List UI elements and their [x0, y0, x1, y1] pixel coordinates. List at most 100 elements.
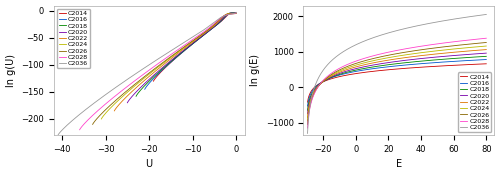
Line: C2024: C2024	[102, 13, 236, 119]
C2018	[215, 23, 221, 25]
C2026	[158, 62, 164, 65]
C2020	[411, 58, 417, 60]
C2024	[162, 61, 168, 63]
C2018	[192, 40, 198, 42]
C2014	[190, 42, 196, 44]
C2020	[124, 102, 130, 104]
C2020	[176, 53, 182, 55]
C2026	[390, 53, 396, 55]
C2016	[451, 60, 457, 62]
Line: C2014: C2014	[154, 12, 236, 81]
C2028	[151, 66, 157, 68]
C2016	[390, 65, 396, 67]
C2036	[233, 12, 239, 14]
C2022	[169, 57, 175, 59]
C2014	[451, 64, 457, 66]
C2018	[181, 49, 187, 51]
C2022	[211, 25, 217, 27]
Y-axis label: ln g(E): ln g(E)	[250, 54, 260, 86]
C2014	[195, 38, 201, 41]
C2016	[484, 58, 490, 61]
C2018	[180, 50, 186, 52]
C2028	[484, 37, 490, 39]
C2036	[390, 31, 396, 33]
C2016	[216, 22, 222, 24]
C2022	[484, 48, 490, 51]
C2028	[390, 50, 396, 52]
C2024	[98, 118, 104, 120]
C2020	[228, 12, 234, 14]
Line: C2020: C2020	[128, 13, 236, 103]
C2022	[479, 49, 485, 51]
C2036	[401, 28, 407, 30]
Line: C2016: C2016	[308, 60, 486, 106]
C2018	[304, 109, 310, 111]
C2016	[479, 59, 485, 61]
C2026	[90, 123, 96, 125]
Line: C2018: C2018	[136, 13, 236, 96]
C2020	[304, 113, 310, 115]
C2018	[401, 62, 407, 64]
C2022	[170, 56, 176, 58]
C2036	[411, 26, 417, 28]
Line: C2036: C2036	[58, 13, 236, 135]
C2018	[479, 55, 485, 58]
Line: C2016: C2016	[144, 13, 236, 89]
C2020	[183, 47, 189, 49]
C2016	[390, 65, 396, 67]
C2020	[233, 12, 239, 14]
C2014	[190, 43, 196, 45]
C2036	[451, 18, 457, 20]
Line: C2026: C2026	[92, 13, 236, 124]
C2020	[214, 24, 220, 26]
C2018	[484, 55, 490, 57]
Line: C2028: C2028	[308, 38, 486, 128]
C2020	[479, 52, 485, 54]
C2036	[304, 132, 310, 134]
Line: C2028: C2028	[80, 13, 236, 130]
C2016	[401, 64, 407, 66]
C2026	[158, 63, 164, 65]
C2016	[191, 42, 197, 44]
C2024	[484, 45, 490, 47]
C2026	[411, 50, 417, 52]
C2026	[167, 56, 173, 58]
C2022	[230, 13, 236, 15]
C2024	[390, 56, 396, 58]
C2028	[233, 12, 239, 14]
C2022	[177, 51, 183, 53]
C2024	[208, 26, 214, 28]
Line: C2020: C2020	[308, 53, 486, 114]
C2016	[196, 38, 202, 40]
X-axis label: E: E	[396, 159, 402, 169]
Line: C2024: C2024	[308, 46, 486, 121]
C2026	[451, 45, 457, 47]
C2016	[233, 12, 239, 14]
C2026	[479, 42, 485, 44]
C2024	[304, 120, 310, 122]
C2028	[411, 46, 417, 48]
C2028	[204, 28, 210, 30]
C2022	[390, 58, 396, 60]
C2036	[151, 60, 157, 62]
Legend: C2014, C2016, C2018, C2020, C2022, C2024, C2026, C2028, C2036: C2014, C2016, C2018, C2020, C2022, C2024…	[458, 72, 492, 132]
C2028	[229, 13, 235, 15]
C2014	[150, 80, 156, 82]
C2018	[411, 61, 417, 63]
C2024	[479, 45, 485, 47]
C2018	[230, 12, 236, 14]
C2036	[140, 67, 146, 69]
C2016	[304, 105, 310, 107]
C2024	[163, 60, 169, 62]
C2022	[112, 110, 117, 112]
C2026	[304, 124, 310, 126]
C2026	[401, 51, 407, 53]
C2020	[390, 61, 396, 63]
C2020	[484, 52, 490, 54]
C2028	[401, 48, 407, 50]
C2020	[401, 59, 407, 61]
C2036	[140, 68, 145, 70]
C2018	[390, 63, 396, 65]
C2036	[55, 134, 61, 136]
Line: C2026: C2026	[308, 43, 486, 125]
